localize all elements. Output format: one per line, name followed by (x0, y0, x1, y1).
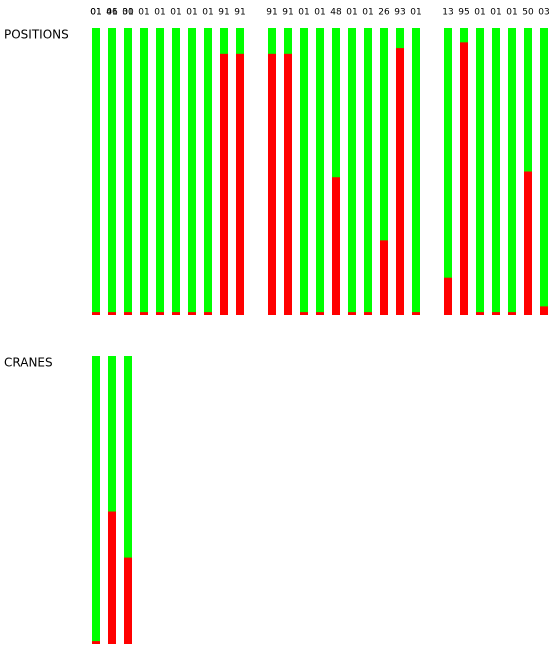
bar-background (140, 28, 148, 315)
bar-fill (284, 53, 292, 316)
bar-fill (492, 312, 500, 315)
section-title: CRANES (4, 356, 53, 370)
bar-fill (188, 312, 196, 315)
bar-label: 48 (330, 8, 342, 18)
bar-fill (460, 42, 468, 315)
bar-label: 50 (522, 8, 534, 18)
bar-background (476, 28, 484, 315)
bar-background (92, 356, 100, 644)
bar-background (108, 28, 116, 315)
bar-background (492, 28, 500, 315)
bar-label: 95 (458, 8, 469, 18)
bar-label: 91 (234, 8, 245, 18)
bar-label: 01 (106, 8, 117, 18)
bar-background (172, 28, 180, 315)
bar-background (108, 356, 116, 644)
bar-background (348, 28, 356, 315)
bar-label: 91 (266, 8, 277, 18)
bar-background (364, 28, 372, 315)
bar-label: 91 (218, 8, 229, 18)
bar-background (124, 356, 132, 644)
bar-fill (220, 53, 228, 316)
bar-fill (476, 312, 484, 315)
bar-fill (300, 312, 308, 315)
bar-fill (204, 312, 212, 315)
bar-background (508, 28, 516, 315)
bar-label: 01 (90, 8, 101, 18)
section-title: POSITIONS (4, 28, 69, 42)
bar-fill (508, 312, 516, 315)
bar-fill (156, 312, 164, 315)
bar-label: 13 (442, 8, 453, 18)
bar-fill (332, 177, 340, 315)
bar-fill (316, 312, 324, 315)
bar-fill (108, 312, 116, 315)
bar-label: 01 (298, 8, 309, 18)
bar-label: 91 (282, 8, 293, 18)
bar-fill (396, 48, 404, 316)
bar-fill (108, 511, 116, 644)
bar-label: 01 (362, 8, 373, 18)
bar-background (540, 28, 548, 315)
bar-background (444, 28, 452, 315)
bar-background (204, 28, 212, 315)
bar-label: 03 (538, 8, 549, 18)
bar-fill (364, 312, 372, 315)
bar-fill (92, 641, 100, 644)
bar-background (156, 28, 164, 315)
bar-label: 01 (506, 8, 517, 18)
bar-label: 30 (122, 8, 134, 18)
bar-background (316, 28, 324, 315)
bar-label: 01 (346, 8, 357, 18)
bar-label: 01 (202, 8, 213, 18)
bar-label: 01 (138, 8, 149, 18)
bar-fill (236, 53, 244, 316)
bar-background (332, 28, 340, 315)
bar-fill (124, 557, 132, 644)
bar-background (300, 28, 308, 315)
bar-fill (348, 312, 356, 315)
bar-fill (540, 306, 548, 315)
bar-background (124, 28, 132, 315)
bar-label: 01 (186, 8, 197, 18)
bar-fill (444, 277, 452, 315)
bar-label: 01 (90, 8, 101, 18)
bar-label: 01 (154, 8, 165, 18)
bar-label: 46 (106, 8, 118, 18)
bar-background (412, 28, 420, 315)
bar-label: 93 (394, 8, 405, 18)
bar-fill (124, 312, 132, 315)
bar-label: 01 (490, 8, 501, 18)
bar-label: 01 (122, 8, 133, 18)
bar-fill (140, 312, 148, 315)
bar-fill (380, 240, 388, 315)
bar-background (92, 28, 100, 315)
bar-fill (412, 312, 420, 315)
bar-fill (92, 312, 100, 315)
bar-label: 01 (314, 8, 325, 18)
bar-label: 01 (474, 8, 485, 18)
bar-label: 01 (170, 8, 181, 18)
bar-fill (268, 53, 276, 316)
bar-background (380, 28, 388, 315)
bar-background (188, 28, 196, 315)
bar-fill (524, 171, 532, 315)
bar-label: 26 (378, 8, 390, 18)
bar-label: 01 (410, 8, 421, 18)
bar-fill (172, 312, 180, 315)
